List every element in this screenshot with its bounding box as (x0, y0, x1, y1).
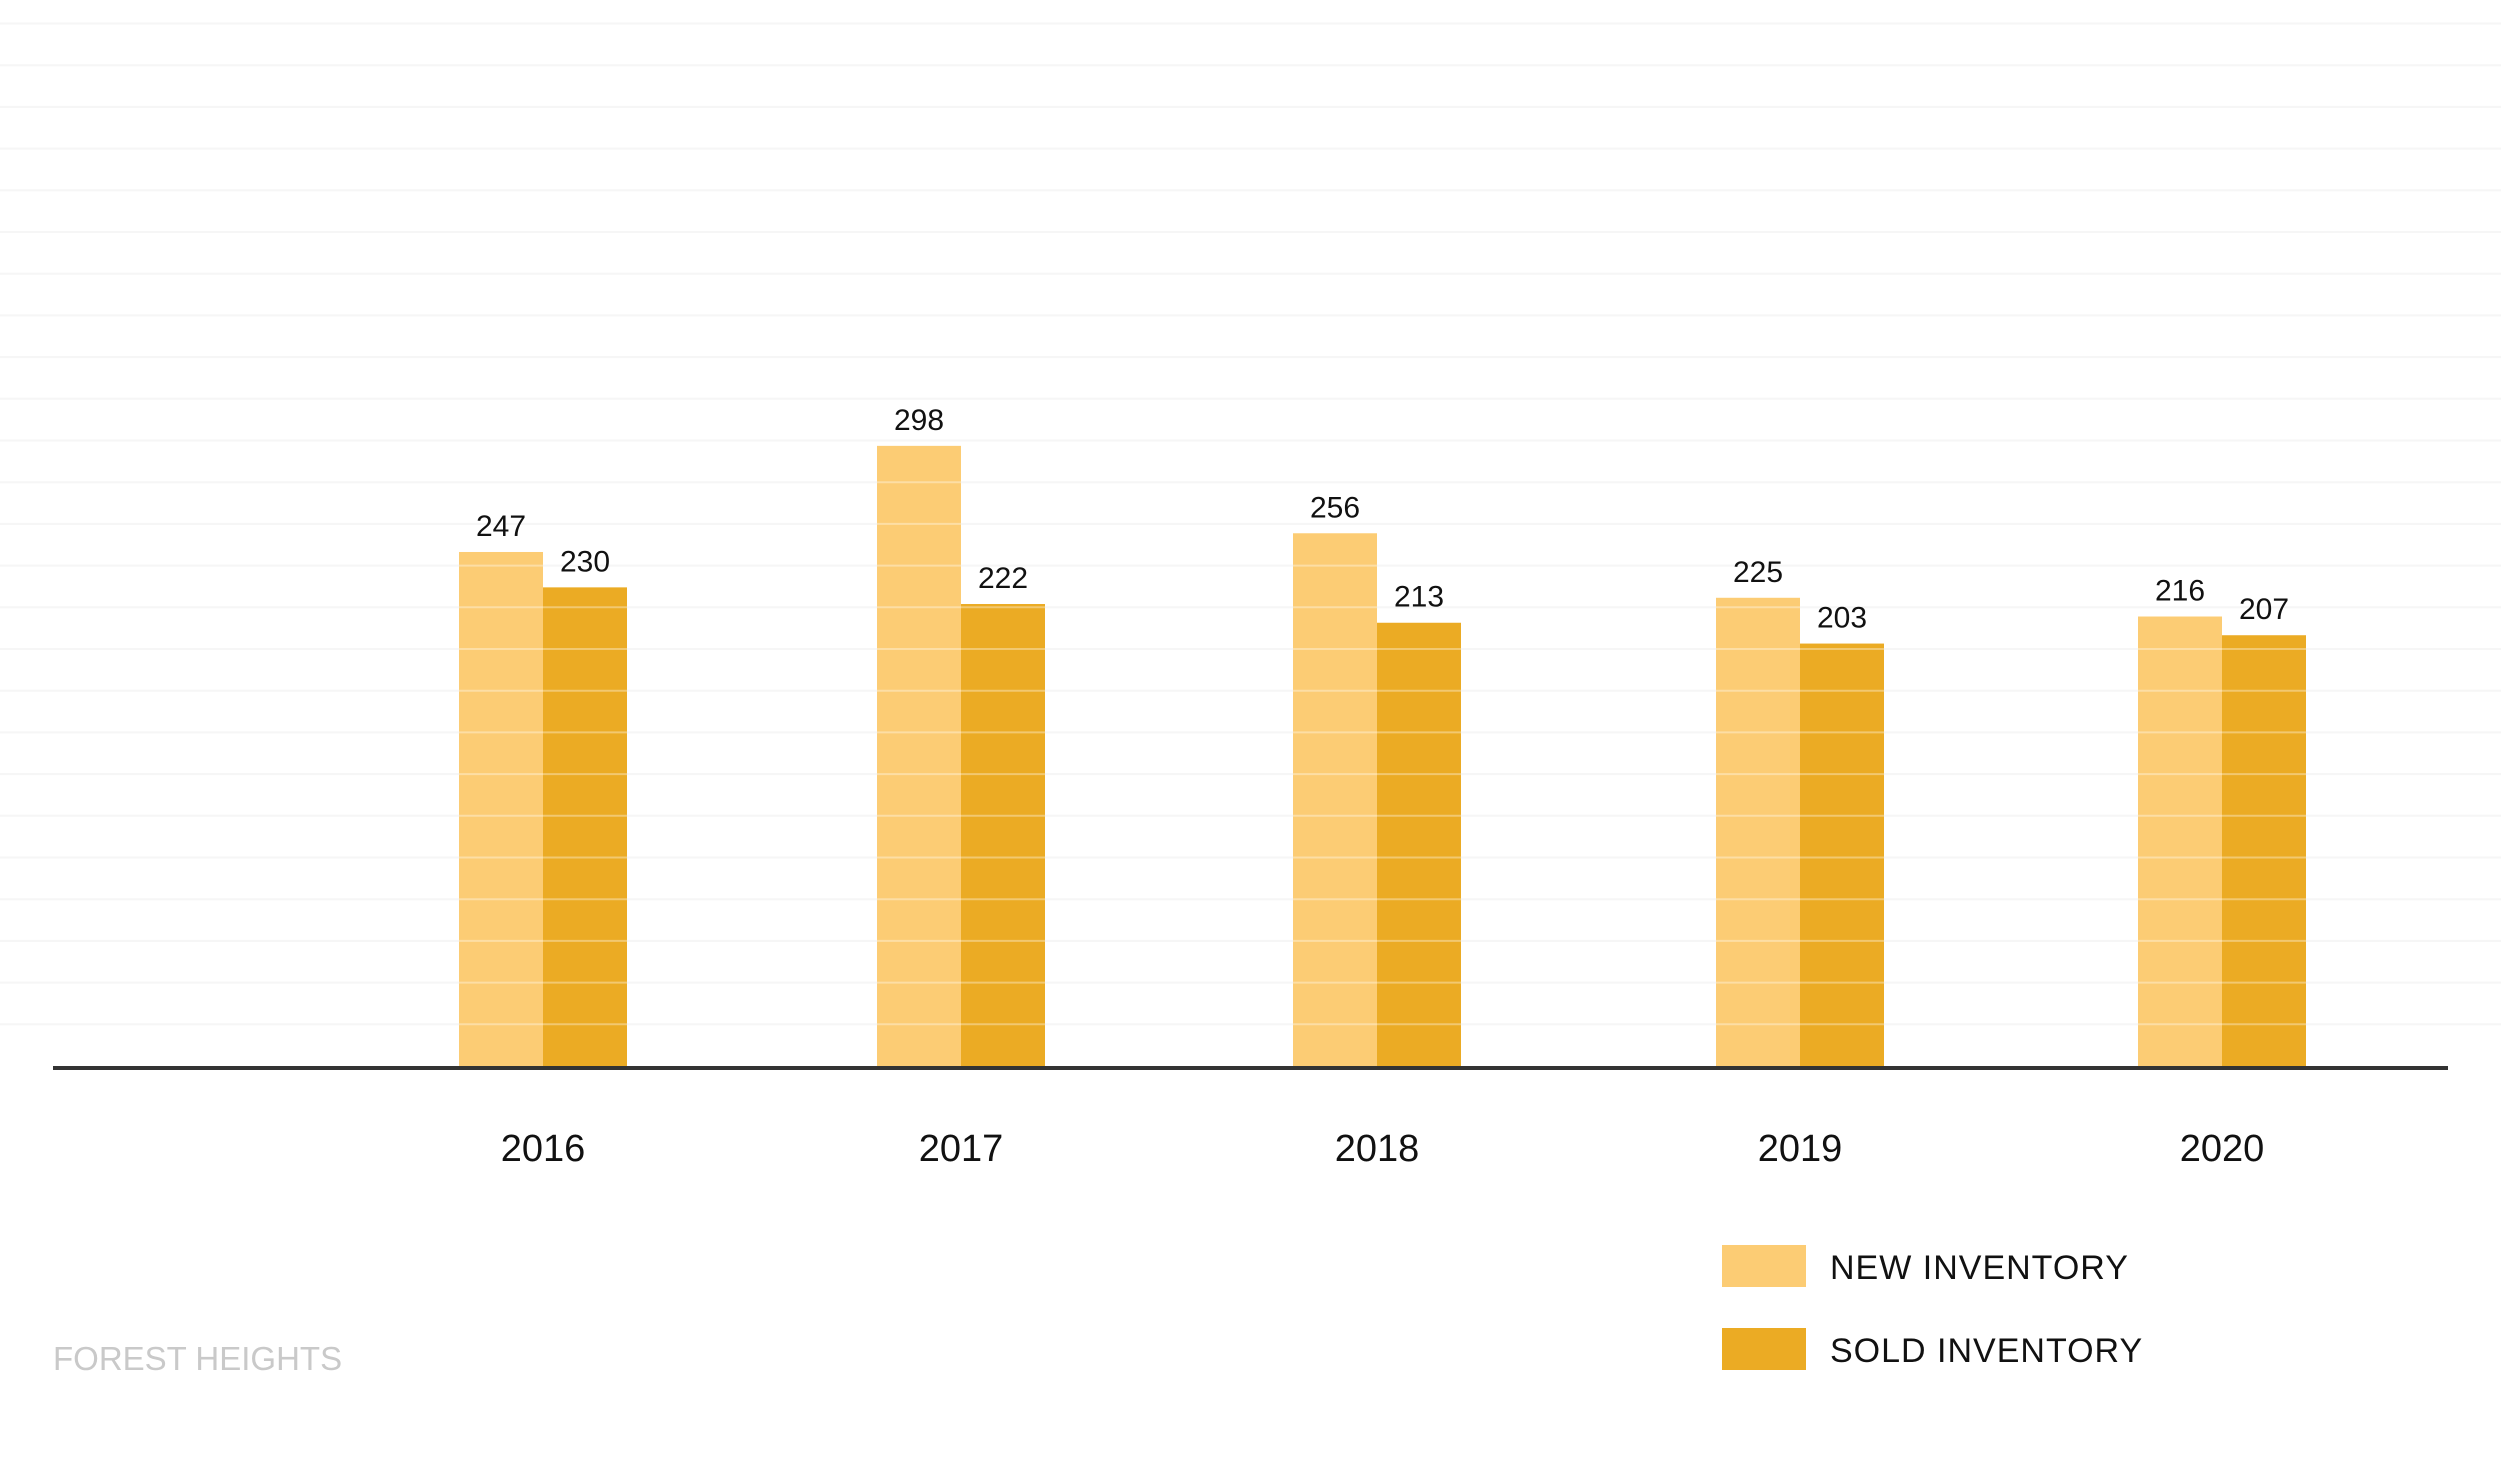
value-labels: 247 230 298 222 256 213 225 203 216 207 (476, 404, 2289, 635)
bar-sold-inventory-2016 (543, 587, 627, 1066)
x-tick-label-2016: 2016 (501, 1128, 586, 1170)
x-tick-label-2019: 2019 (1758, 1128, 1843, 1170)
bar-sold-inventory-2018 (1377, 622, 1461, 1066)
value-label-new-inventory-2016: 247 (476, 510, 526, 543)
x-tick-label-2020: 2020 (2180, 1128, 2265, 1170)
bar-new-inventory-2017 (877, 445, 961, 1066)
value-label-sold-inventory-2016: 230 (560, 545, 610, 578)
value-label-sold-inventory-2020: 207 (2239, 593, 2289, 626)
x-axis-ticks: 2016 2017 2018 2019 2020 (501, 1128, 2265, 1170)
bar-new-inventory-2019 (1716, 597, 1800, 1066)
value-label-sold-inventory-2019: 203 (1817, 602, 1867, 635)
value-label-sold-inventory-2018: 213 (1394, 581, 1444, 614)
x-tick-label-2018: 2018 (1335, 1128, 1420, 1170)
footer-label: FOREST HEIGHTS (53, 1340, 342, 1377)
value-label-new-inventory-2017: 298 (894, 404, 944, 437)
legend-label-new-inventory: NEW INVENTORY (1830, 1249, 2129, 1287)
legend-swatch-sold-inventory (1722, 1328, 1806, 1370)
bar-new-inventory-2018 (1293, 533, 1377, 1066)
bars (0, 22, 2501, 1066)
bar-sold-inventory-2019 (1800, 643, 1884, 1066)
legend-label-sold-inventory: SOLD INVENTORY (1830, 1332, 2143, 1370)
bar-new-inventory-2016 (459, 551, 543, 1066)
x-tick-label-2017: 2017 (919, 1128, 1004, 1170)
bar-sold-inventory-2017 (961, 604, 1045, 1066)
bar-sold-inventory-2020 (2222, 635, 2306, 1066)
gridlines (0, 22, 2501, 1026)
legend: NEW INVENTORY SOLD INVENTORY (1722, 1245, 2143, 1370)
value-label-sold-inventory-2017: 222 (978, 562, 1028, 595)
value-label-new-inventory-2020: 216 (2155, 575, 2205, 608)
legend-swatch-new-inventory (1722, 1245, 1806, 1287)
value-label-new-inventory-2019: 225 (1733, 556, 1783, 589)
bar-new-inventory-2020 (2138, 616, 2222, 1066)
value-label-new-inventory-2018: 256 (1310, 491, 1360, 524)
